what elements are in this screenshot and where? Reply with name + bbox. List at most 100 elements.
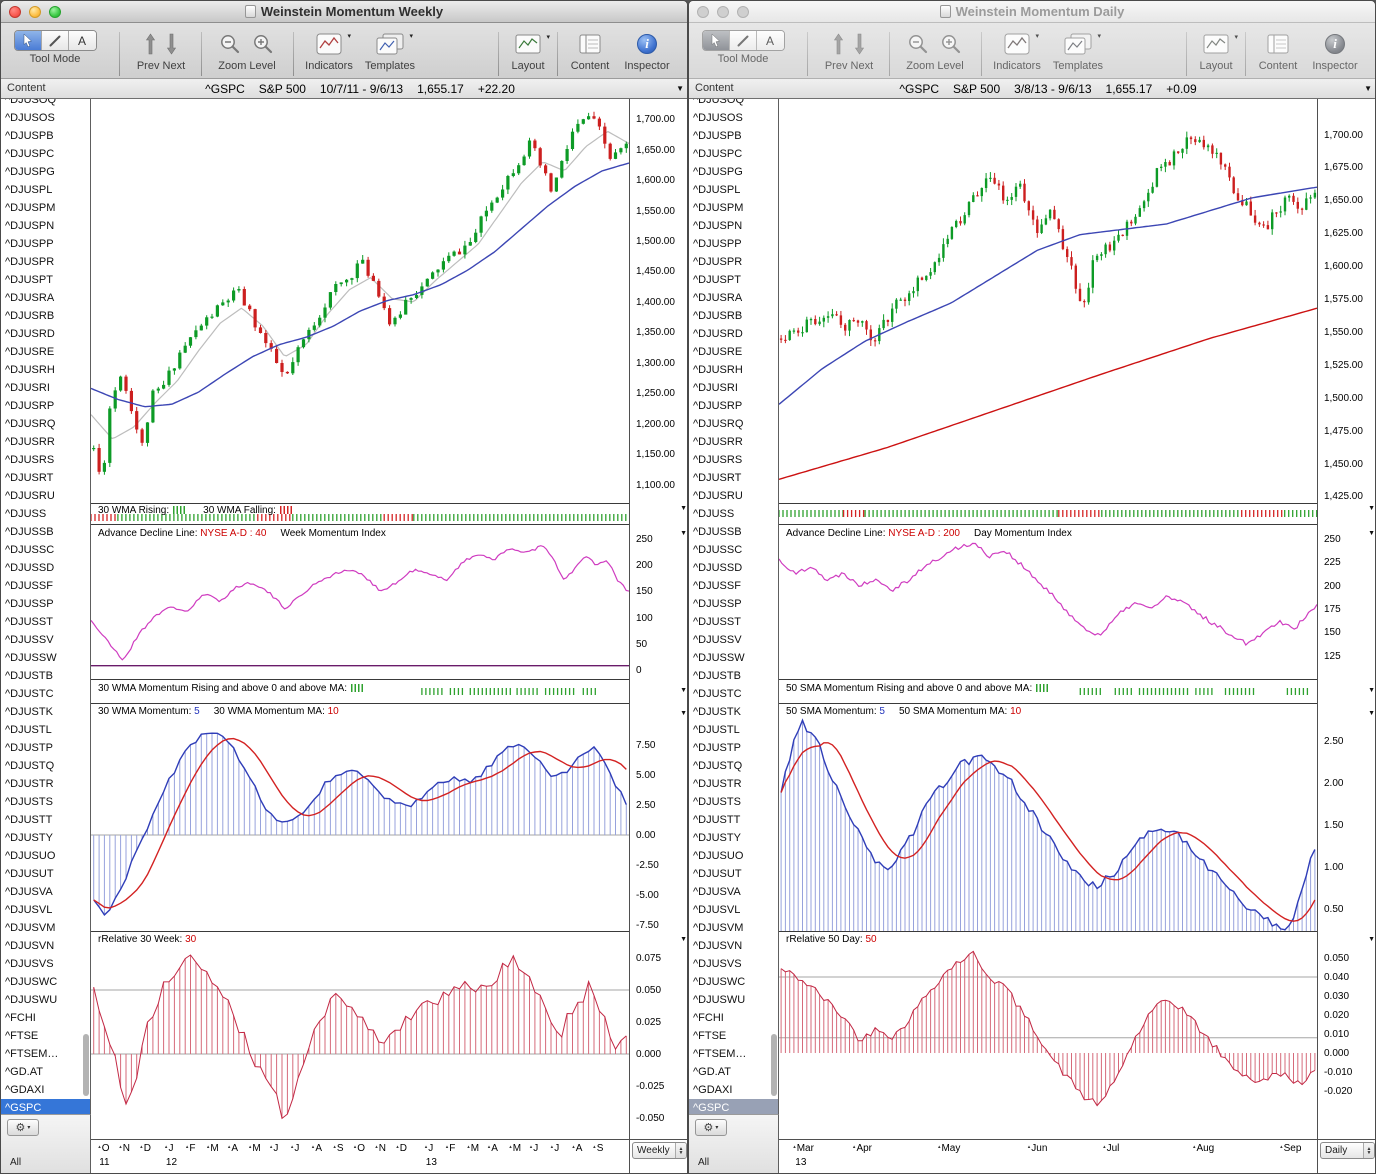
symbol-list-item[interactable]: ^DJUSS [5, 508, 47, 520]
symbol-list-item[interactable]: ^DJUSVN [5, 940, 55, 952]
sidebar-scrollbar-thumb[interactable] [83, 1034, 89, 1096]
pointer-tool-button[interactable] [702, 31, 730, 50]
minimize-button[interactable] [717, 6, 729, 18]
symbol-list-item[interactable]: ^DJUSPM [5, 202, 56, 214]
symbol-list-item[interactable]: ^DJUSPT [5, 274, 53, 286]
symbol-list-item[interactable]: ^DJUSPP [5, 238, 54, 250]
periodicity-control[interactable]: Daily ▲ ▼ [1320, 1142, 1375, 1159]
symbol-list-item[interactable]: ^DJUSSC [693, 544, 743, 556]
symbol-list-item[interactable]: ^DJUSSW [5, 652, 57, 664]
symbol-list-item[interactable]: ^DJUSPN [693, 220, 743, 232]
symbol-list-item[interactable]: ^DJUSWC [693, 976, 746, 988]
symbol-list-item[interactable]: ^DJUSWU [5, 994, 58, 1006]
symbol-list-item[interactable]: ^DJUSTT [693, 814, 741, 826]
periodicity-stepper[interactable]: ▲ ▼ [675, 1143, 686, 1158]
symbol-list-item[interactable]: ^DJUSWU [693, 994, 746, 1006]
panel-menu-arrow[interactable]: ▼ [680, 687, 687, 694]
symbol-list-item[interactable]: ^DJUSRA [5, 292, 55, 304]
draw-tool-button[interactable] [41, 31, 69, 50]
symbol-list-item[interactable]: ^DJUSTR [693, 778, 742, 790]
panel-menu-arrow[interactable]: ▼ [1368, 936, 1375, 943]
next-button[interactable] [854, 32, 865, 56]
symbol-list-item[interactable]: ^DJUSTL [5, 724, 52, 736]
symbol-list-item[interactable]: ^DJUSTC [693, 688, 742, 700]
symbol-list-item[interactable]: ^DJUSPL [693, 184, 741, 196]
symbol-list-item[interactable]: ^DJUSRS [693, 454, 743, 466]
close-button[interactable] [9, 6, 21, 18]
symbol-list-item[interactable]: ^DJUSRQ [693, 418, 744, 430]
symbol-list-item[interactable]: ^DJUSRS [5, 454, 55, 466]
symbol-list-item[interactable]: ^DJUSUO [5, 850, 56, 862]
layout-button[interactable]: ▾ [515, 34, 550, 54]
chart-plot-area[interactable]: 30 WMA Rising: 30 WMA Falling: Advance De… [91, 99, 629, 1139]
symbol-list-item[interactable]: ^DJUSSV [5, 634, 54, 646]
symbol-list-item[interactable]: ^DJUSPB [693, 130, 742, 142]
symbol-list-item[interactable]: ^DJUSTK [693, 706, 741, 718]
symbol-list-item[interactable]: ^DJUSTT [5, 814, 53, 826]
prev-button[interactable] [145, 32, 156, 56]
inspector-button[interactable]: i [1325, 34, 1345, 54]
symbol-list-item[interactable]: ^DJUSRE [5, 346, 55, 358]
zoom-out-button[interactable] [219, 33, 242, 56]
symbol-list-item[interactable]: ^GD.AT [5, 1066, 43, 1078]
templates-button[interactable]: ▾ [376, 33, 413, 55]
symbol-list-item[interactable]: ^DJUSOQ [693, 99, 744, 106]
zoom-out-button[interactable] [907, 33, 930, 56]
symbol-list-item[interactable]: ^DJUSWC [5, 976, 58, 988]
symbol-list-item[interactable]: ^DJUSRD [693, 328, 743, 340]
pointer-tool-button[interactable] [14, 31, 42, 50]
symbol-list-item[interactable]: ^DJUSSP [5, 598, 54, 610]
symbol-list-item[interactable]: ^DJUSTY [693, 832, 741, 844]
symbol-list-item[interactable]: ^DJUSRR [693, 436, 743, 448]
symbol-list-item[interactable]: ^DJUSUO [693, 850, 744, 862]
templates-button[interactable]: ▾ [1064, 33, 1101, 55]
symbol-list-item[interactable]: ^DJUSTQ [5, 760, 55, 772]
symbol-list-item[interactable]: ^DJUSRQ [5, 418, 56, 430]
symbol-list-item[interactable]: ^DJUSRD [5, 328, 55, 340]
zoom-in-button[interactable] [940, 33, 963, 56]
symbol-list-item[interactable]: ^DJUSSP [693, 598, 742, 610]
symbol-list-item[interactable]: ^FTSEM… [693, 1048, 747, 1060]
action-menu-button[interactable]: ⚙ ▾ [7, 1119, 39, 1136]
panel-menu-arrow[interactable]: ▼ [680, 936, 687, 943]
panel-menu-arrow[interactable]: ▼ [680, 710, 687, 717]
panel-menu-arrow[interactable]: ▼ [1368, 530, 1375, 537]
symbol-list-item[interactable]: ^DJUSRI [693, 382, 738, 394]
symbol-list-item[interactable]: ^FTSE [5, 1030, 39, 1042]
chart-plot-area[interactable]: Advance Decline Line: NYSE A-D : 200 Day … [779, 99, 1317, 1139]
symbol-list-item[interactable]: ^DJUSS [693, 508, 735, 520]
symbol-list-item[interactable]: ^DJUSSV [693, 634, 742, 646]
symbol-list-item[interactable]: ^DJUSTR [5, 778, 54, 790]
symbol-list-item[interactable]: ^DJUSTS [693, 796, 741, 808]
symbol-list-item[interactable]: ^DJUSTB [5, 670, 53, 682]
symbol-list-item[interactable]: ^DJUSPG [693, 166, 743, 178]
minimize-button[interactable] [29, 6, 41, 18]
zoom-in-button[interactable] [252, 33, 275, 56]
symbol-list-item[interactable]: ^DJUSSC [5, 544, 55, 556]
symbol-list-item[interactable]: ^DJUSPT [693, 274, 741, 286]
symbol-list-item[interactable]: ^FCHI [5, 1012, 36, 1024]
content-button[interactable] [579, 34, 601, 54]
symbol-list-item[interactable]: ^DJUSSF [5, 580, 53, 592]
symbol-list-item[interactable]: ^GD.AT [693, 1066, 731, 1078]
symbol-list-item[interactable]: ^DJUSSB [5, 526, 54, 538]
periodicity-stepper[interactable]: ▲ ▼ [1363, 1143, 1374, 1158]
symbol-list-item[interactable]: ^GDAXI [693, 1084, 733, 1096]
panel-menu-arrow[interactable]: ▼ [1368, 505, 1375, 512]
symbol-list-item[interactable]: ^DJUSUT [693, 868, 742, 880]
symbol-list-item[interactable]: ^DJUSPP [693, 238, 742, 250]
symbol-list-item[interactable]: ^DJUSRU [5, 490, 55, 502]
layout-button[interactable]: ▾ [1203, 34, 1238, 54]
symbol-list-item[interactable]: ^DJUSSF [693, 580, 741, 592]
symbol-list-item[interactable]: ^DJUSTL [693, 724, 740, 736]
zoom-window-button[interactable] [49, 6, 61, 18]
symbol-list-item[interactable]: ^FTSE [693, 1030, 727, 1042]
symbol-list-item[interactable]: ^DJUSPN [5, 220, 55, 232]
symbol-list-item[interactable]: ^DJUSTQ [693, 760, 743, 772]
symbol-list-item[interactable]: ^DJUSRA [693, 292, 743, 304]
panel-menu-arrow[interactable]: ▼ [676, 84, 684, 93]
panel-menu-arrow[interactable]: ▼ [1368, 710, 1375, 717]
symbol-list-item[interactable]: ^DJUSPB [5, 130, 54, 142]
symbol-list-item[interactable]: ^DJUSVL [693, 904, 741, 916]
indicators-button[interactable]: ▾ [1004, 33, 1039, 55]
